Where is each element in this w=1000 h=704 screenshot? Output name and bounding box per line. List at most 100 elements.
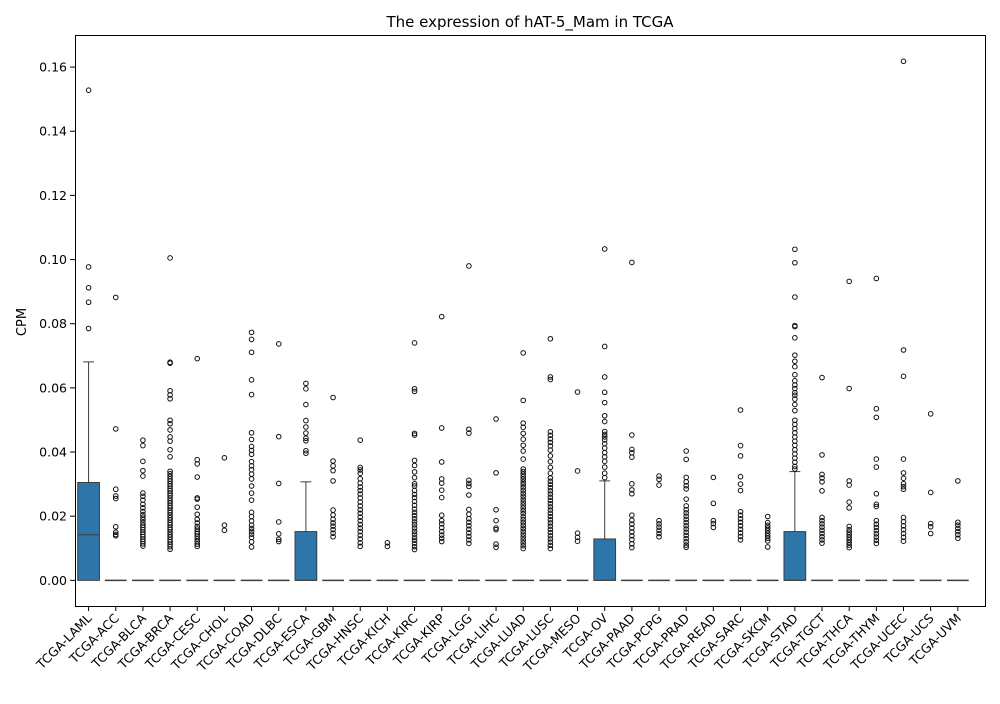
outlier-point [846, 482, 852, 488]
outlier-point [900, 456, 907, 462]
outlier-point [303, 401, 309, 408]
outlier-point [167, 526, 173, 533]
outlier-point [629, 540, 635, 547]
outlier-point [357, 506, 364, 513]
outlier-point [466, 526, 472, 533]
outlier-point [601, 464, 608, 470]
outlier-point [574, 538, 581, 545]
outlier-point [438, 532, 445, 538]
outlier-point [601, 428, 608, 435]
outlier-point [411, 494, 418, 501]
outlier-point [547, 436, 554, 442]
outlier-point [792, 466, 798, 472]
outlier-point [248, 447, 255, 454]
outlier-point [140, 473, 146, 479]
y-tick-label: 0.00 [39, 573, 67, 588]
outlier-point [303, 380, 309, 387]
outlier-point [873, 414, 880, 421]
outlier-point [819, 527, 825, 534]
outlier-point [547, 488, 554, 494]
outlier-point [140, 493, 146, 500]
outlier-point [520, 493, 527, 500]
outlier-point [574, 389, 581, 395]
outlier-point [846, 531, 852, 538]
outlier-point [167, 395, 173, 402]
outlier-point [520, 430, 527, 437]
outlier-point [737, 512, 744, 519]
outlier-point [520, 436, 527, 442]
outlier-point [520, 528, 527, 535]
outlier-point [438, 535, 445, 542]
outlier-point [846, 385, 852, 392]
outlier-point [683, 542, 689, 548]
outlier-point [846, 278, 852, 285]
outlier-point [629, 432, 635, 438]
outlier-point [547, 453, 554, 459]
outlier-point [737, 533, 744, 540]
outlier-point [873, 275, 880, 282]
outlier-point [194, 355, 201, 362]
outlier-point [438, 487, 445, 493]
outlier-point [792, 294, 798, 300]
outlier-point [194, 511, 201, 518]
outlier-point [547, 520, 554, 526]
outlier-point [873, 537, 880, 544]
outlier-point [547, 539, 554, 545]
outlier-point [248, 539, 255, 545]
outlier-point [357, 437, 364, 443]
outlier-point [547, 536, 554, 542]
outlier-point [683, 519, 689, 526]
outlier-point [438, 538, 445, 545]
outlier-point [248, 329, 255, 336]
outlier-point [493, 544, 499, 551]
outlier-point [900, 480, 907, 487]
outlier-point [819, 524, 825, 530]
outlier-point [140, 467, 146, 474]
outlier-point [194, 536, 201, 542]
outlier-point [438, 524, 445, 531]
outlier-point [547, 513, 554, 520]
outlier-point [629, 487, 635, 493]
outlier-point [140, 540, 146, 547]
outlier-point [683, 456, 689, 463]
outlier-point [710, 474, 717, 481]
outlier-point [411, 509, 418, 516]
outlier-point [248, 436, 255, 443]
y-tick-label: 0.14 [39, 124, 67, 139]
outlier-point [955, 519, 961, 526]
y-tick-label: 0.02 [39, 509, 67, 524]
box-iqr [783, 531, 807, 581]
outlier-point [846, 539, 852, 546]
outlier-point [547, 447, 554, 453]
outlier-point [764, 527, 771, 534]
outlier-point [520, 397, 527, 404]
outlier-point [357, 521, 364, 528]
outlier-point [900, 58, 907, 65]
outlier-point [411, 528, 418, 535]
outlier-point [737, 453, 744, 459]
outlier-point [900, 534, 907, 541]
outlier-point [85, 264, 92, 270]
outlier-point [330, 463, 336, 469]
outlier-point [819, 533, 825, 540]
outlier-point [167, 492, 173, 499]
outlier-point [384, 543, 391, 550]
outlier-point [275, 531, 282, 537]
outlier-point [601, 399, 608, 406]
outlier-point [85, 325, 92, 332]
outlier-point [411, 462, 418, 469]
outlier-point [520, 499, 527, 505]
outlier-point [85, 299, 92, 306]
outlier-point [438, 528, 445, 535]
outlier-point [737, 442, 744, 449]
outlier-point [547, 376, 554, 383]
outlier-point [764, 532, 771, 539]
outlier-point [520, 537, 527, 543]
outlier-point [357, 503, 364, 509]
outlier-point [683, 510, 689, 516]
outlier-point [547, 439, 554, 446]
outlier-point [547, 494, 554, 501]
outlier-point [629, 512, 635, 519]
y-tick-label: 0.08 [39, 316, 67, 331]
outlier-point [900, 483, 907, 490]
